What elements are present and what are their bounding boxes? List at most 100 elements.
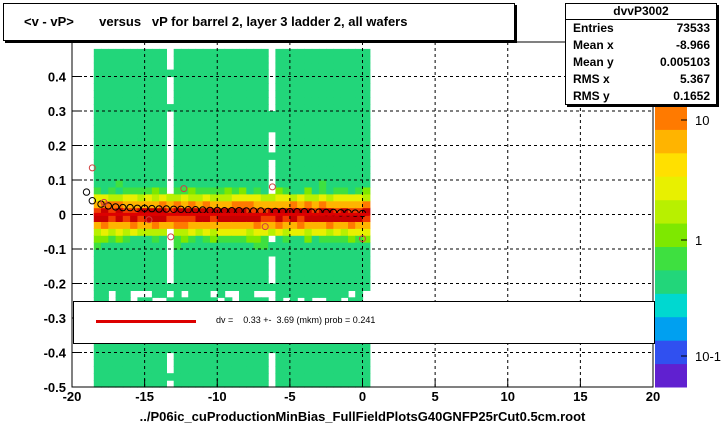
heatmap-cell bbox=[188, 235, 197, 243]
heatmap-cell bbox=[275, 290, 284, 298]
heatmap-cell bbox=[137, 62, 146, 71]
heatmap-cell bbox=[180, 180, 189, 188]
heatmap-cell bbox=[188, 380, 197, 388]
heatmap-cell bbox=[137, 380, 146, 388]
heatmap-cell bbox=[355, 186, 364, 195]
axes: -20 -15 -10 -5 0 5 10 15 20-0.5-0.4-0.3-0.2-0.10… bbox=[44, 41, 660, 404]
heatmap-cell bbox=[282, 221, 291, 229]
heatmap-cell bbox=[304, 55, 313, 64]
heatmap-cell bbox=[144, 62, 153, 71]
heatmap-cell bbox=[348, 138, 356, 147]
heatmap-cell bbox=[304, 152, 313, 160]
heatmap-cell bbox=[166, 221, 175, 229]
heatmap-cell bbox=[318, 262, 327, 271]
heatmap-cell bbox=[159, 69, 167, 78]
heatmap-cell bbox=[151, 173, 160, 181]
heatmap-cell bbox=[297, 138, 305, 147]
heatmap-cell bbox=[253, 214, 262, 222]
heatmap-cell bbox=[122, 235, 131, 243]
heatmap-cell bbox=[362, 366, 371, 374]
heatmap-cell bbox=[318, 366, 327, 374]
heatmap-cell bbox=[304, 193, 313, 202]
heatmap-cell bbox=[115, 242, 124, 250]
heatmap-cell bbox=[362, 352, 371, 360]
heatmap-cell bbox=[224, 186, 233, 195]
profile-point bbox=[140, 204, 149, 213]
heatmap-cell bbox=[108, 235, 117, 243]
heatmap-cell bbox=[239, 48, 247, 57]
heatmap-cell bbox=[289, 76, 298, 84]
heatmap-cell bbox=[253, 186, 262, 195]
x-tick-label: 10 bbox=[501, 389, 515, 404]
heatmap-cell bbox=[202, 352, 211, 360]
heatmap-cell bbox=[224, 152, 233, 160]
heatmap-cell bbox=[362, 359, 371, 367]
heatmap-cell bbox=[311, 55, 320, 64]
heatmap-cell bbox=[122, 366, 131, 374]
outlier-point bbox=[145, 216, 153, 224]
heatmap-cell bbox=[130, 214, 138, 222]
heatmap-cell bbox=[217, 131, 226, 140]
stats-value: 0.1652 bbox=[673, 89, 710, 103]
outlier-point bbox=[167, 233, 175, 241]
heatmap-cell bbox=[173, 345, 182, 354]
heatmap-cell bbox=[151, 207, 160, 216]
heatmap-cell bbox=[340, 152, 349, 160]
heatmap-cell bbox=[173, 117, 182, 126]
heatmap-cell bbox=[130, 193, 138, 202]
heatmap-cell bbox=[268, 214, 276, 222]
heatmap-cell bbox=[130, 55, 138, 64]
heatmap-cell bbox=[340, 255, 349, 264]
heatmap-cell bbox=[93, 193, 102, 202]
heatmap-cell bbox=[282, 48, 291, 57]
heatmap-cell bbox=[355, 69, 364, 78]
heatmap-cell bbox=[333, 145, 342, 153]
heatmap-cell bbox=[217, 352, 226, 360]
heatmap-cell bbox=[340, 290, 349, 298]
heatmap-cell bbox=[188, 131, 197, 140]
file-path: ../P06ic_cuProductionMinBias_FullFieldPl… bbox=[139, 409, 586, 424]
heatmap-cell bbox=[348, 249, 356, 257]
heatmap-cell bbox=[326, 235, 335, 243]
heatmap-cell bbox=[210, 90, 218, 98]
heatmap-cell bbox=[275, 276, 284, 285]
heatmap-cell bbox=[318, 269, 327, 278]
heatmap-cell bbox=[122, 283, 131, 291]
heatmap-cell bbox=[318, 186, 327, 195]
y-tick-label: 0.3 bbox=[48, 104, 66, 119]
heatmap-cell bbox=[231, 55, 240, 64]
heatmap-cell bbox=[93, 207, 102, 216]
x-tick-label: 15 bbox=[573, 389, 587, 404]
heatmap-cell bbox=[202, 76, 211, 84]
heatmap-cell bbox=[202, 173, 211, 181]
heatmap-cell bbox=[304, 83, 313, 91]
heatmap-cell bbox=[362, 380, 371, 388]
heatmap-cell bbox=[195, 173, 204, 181]
heatmap-cell bbox=[282, 124, 291, 133]
heatmap-cell bbox=[195, 200, 204, 209]
heatmap-cell bbox=[362, 69, 371, 78]
heatmap-cell bbox=[297, 69, 305, 78]
heatmap-cell bbox=[180, 69, 189, 78]
y-tick-label: -0.3 bbox=[44, 311, 66, 326]
heatmap-cell bbox=[144, 152, 153, 160]
stats-key: Mean x bbox=[573, 38, 614, 52]
heatmap-cell bbox=[304, 380, 313, 388]
heatmap-cell bbox=[304, 104, 313, 112]
heatmap-cell bbox=[195, 62, 204, 71]
heatmap-cell bbox=[101, 290, 109, 298]
heatmap-cell bbox=[326, 166, 335, 174]
heatmap-cell bbox=[304, 373, 313, 381]
heatmap-cell bbox=[246, 200, 255, 209]
heatmap-cell bbox=[326, 131, 335, 140]
heatmap-cell bbox=[151, 228, 160, 236]
heatmap-cell bbox=[224, 76, 233, 84]
heatmap-cell bbox=[130, 228, 138, 236]
heatmap-cell bbox=[355, 138, 364, 147]
heatmap-cell bbox=[239, 290, 247, 298]
heatmap-cell bbox=[130, 200, 138, 209]
heatmap-cell bbox=[173, 221, 182, 229]
heatmap-cell bbox=[188, 124, 197, 133]
heatmap-cell bbox=[159, 180, 167, 188]
y-tick-label: 0 bbox=[59, 208, 66, 223]
